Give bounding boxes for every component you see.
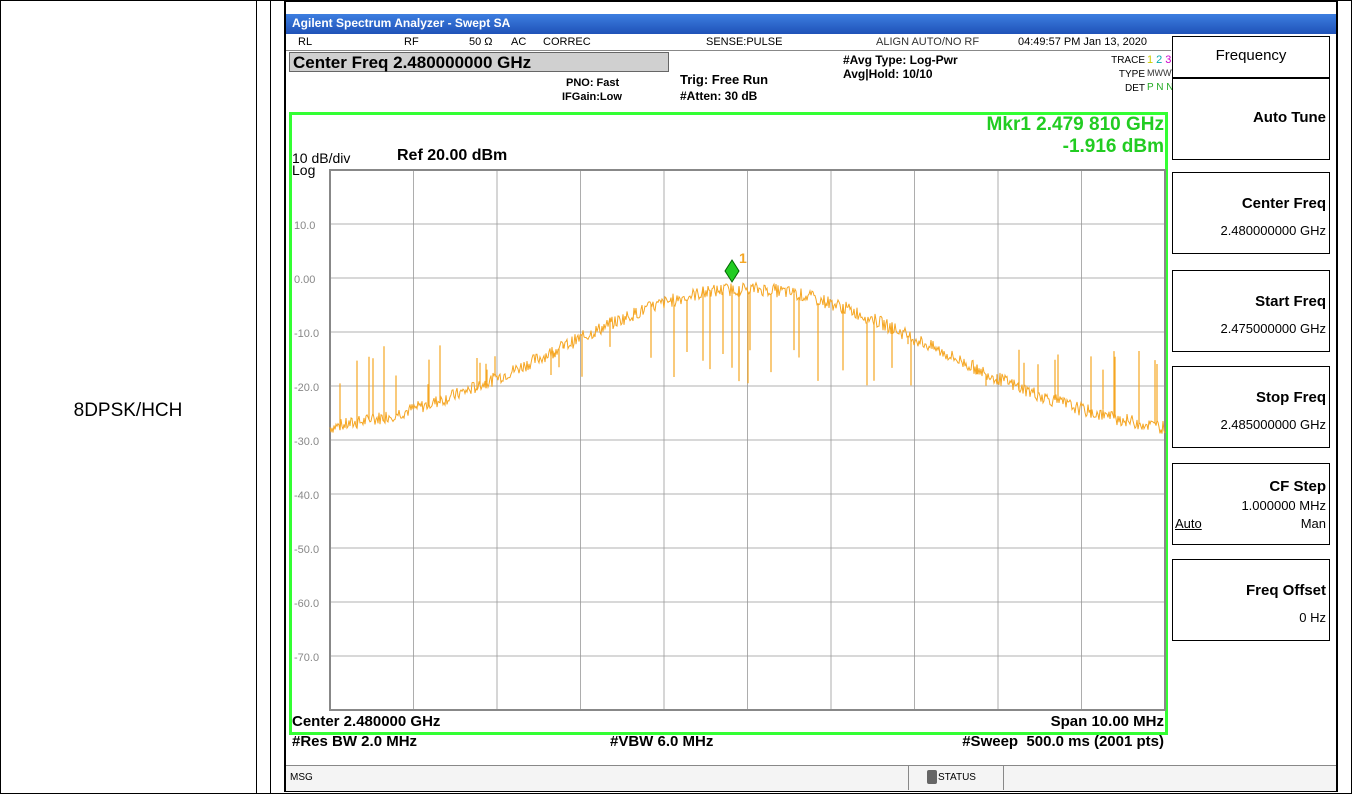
- status-row: RL RF 50 Ω AC CORREC SENSE:PULSE ALIGN AUTO/NO…: [286, 35, 1171, 51]
- plot: 1 10.0 0.00 -10.0 -20.0 -30.0 -40.0 -50.0 -60.0…: [294, 169, 1166, 711]
- status-item: CORREC: [543, 36, 591, 48]
- status-item: 04:49:57 PM Jan 13, 2020: [1018, 36, 1148, 48]
- col-line: [256, 0, 257, 794]
- y-tick-label: -30.0: [294, 436, 319, 448]
- type-value: MWWWWW: [1147, 68, 1197, 78]
- footer-rbw: #Res BW 2.0 MHz: [292, 733, 418, 750]
- softkey-label: Freq Offset: [1245, 582, 1326, 599]
- footer-center: Center 2.480000 GHz: [292, 713, 441, 730]
- type-label: TYPE: [1118, 69, 1145, 80]
- status-item: RF: [404, 36, 419, 48]
- footer-vbw: #VBW 6.0 MHz: [610, 733, 714, 750]
- y-tick-label: -40.0: [294, 490, 319, 502]
- sep: [1003, 766, 1004, 790]
- status-item: AC: [511, 36, 527, 48]
- menu-title: Frequency: [1215, 47, 1287, 64]
- scale: 10 dB/div: [292, 150, 351, 166]
- softkey-label: Auto Tune: [1252, 109, 1326, 126]
- col-line: [270, 0, 271, 794]
- y-tick-label: -70.0: [294, 652, 319, 664]
- marker-level: -1.916 dBm: [1062, 136, 1164, 157]
- marker-diamond: [724, 259, 740, 283]
- grid: [330, 170, 1165, 710]
- status-item: SENSE:PULSE: [706, 36, 783, 48]
- trace-label: TRACE: [1111, 55, 1145, 66]
- marker-freq: Mkr1 2.479 810 GHz: [986, 114, 1164, 135]
- marker-id: 1: [739, 250, 747, 266]
- avg-type: #Avg Type: Log-Pwr: [843, 53, 958, 67]
- y-tick-label: -50.0: [294, 544, 319, 556]
- status-item: 50 Ω: [469, 36, 493, 48]
- footer-span: Span 10.00 MHz: [1050, 713, 1164, 730]
- softkey[interactable]: Stop Freq 2.485000000 GHz: [1172, 366, 1330, 448]
- softkey-label: Start Freq: [1255, 293, 1326, 310]
- title-bar: [286, 14, 1336, 34]
- softkey-value: 2.475000000 GHz: [1220, 321, 1326, 336]
- trace: [329, 281, 1166, 434]
- scale-type: Log: [292, 162, 316, 178]
- avg-hold: Avg|Hold: 10/10: [843, 67, 933, 81]
- msg: MSG: [290, 772, 313, 783]
- softkey-value: 0 Hz: [1299, 610, 1326, 625]
- status-item: ALIGN AUTO/NO RF: [876, 36, 980, 48]
- status-item: RL: [298, 36, 313, 48]
- det-label: DET: [1125, 83, 1145, 94]
- y-tick-label: 10.0: [294, 220, 315, 232]
- trace-number: 1: [1147, 54, 1154, 66]
- softkey-label: Stop Freq: [1256, 389, 1326, 406]
- title-text: Agilent Spectrum Analyzer - Swept SA: [292, 16, 511, 30]
- atten: #Atten: 30 dB: [680, 89, 758, 103]
- sep: [908, 766, 909, 790]
- status-text: STATUS: [938, 772, 976, 783]
- softkey-label: Center Freq: [1241, 195, 1326, 212]
- y-tick-label: 0.00: [294, 274, 315, 286]
- ifgain: IFGain:Low: [562, 91, 622, 103]
- plot-frame: [289, 112, 1168, 735]
- center-freq-box: Center Freq 2.480000000 GHz: [289, 52, 669, 72]
- y-tick-label: -10.0: [294, 328, 319, 340]
- softkey[interactable]: Center Freq 2.480000000 GHz: [1172, 172, 1330, 254]
- softkey[interactable]: CF Step 1.000000 MHz Auto Man: [1172, 463, 1330, 545]
- trig: Trig: Free Run: [680, 72, 769, 87]
- softkey-value: 1.000000 MHz: [1241, 498, 1326, 513]
- y-tick-label: -20.0: [294, 382, 319, 394]
- y-tick-label: -60.0: [294, 598, 319, 610]
- softkey-value: 2.485000000 GHz: [1220, 417, 1326, 432]
- menu-title-box: Frequency: [1172, 36, 1330, 78]
- trace-spikes: [339, 286, 1158, 431]
- trace-number: 2: [1156, 54, 1163, 66]
- ref-level: Ref 20.00 dBm: [397, 147, 508, 164]
- softkey[interactable]: Start Freq 2.475000000 GHz: [1172, 270, 1330, 352]
- softkey-auto: Auto: [1175, 516, 1202, 531]
- softkey-man: Man: [1300, 516, 1326, 531]
- pno: PNO: Fast: [566, 77, 620, 89]
- status-icon: [927, 770, 937, 784]
- softkey[interactable]: Auto Tune: [1172, 78, 1330, 160]
- softkey-label: CF Step: [1269, 478, 1326, 495]
- msg-bar: [286, 765, 1336, 791]
- softkey[interactable]: Freq Offset 0 Hz: [1172, 559, 1330, 641]
- row-label: 8DPSK/HCH: [73, 400, 183, 421]
- trace-number: 3: [1165, 54, 1172, 66]
- softkey-value: 2.480000000 GHz: [1220, 223, 1326, 238]
- footer-sweep: #Sweep 500.0 ms (2001 pts): [962, 733, 1164, 750]
- plot-border: [329, 169, 1166, 711]
